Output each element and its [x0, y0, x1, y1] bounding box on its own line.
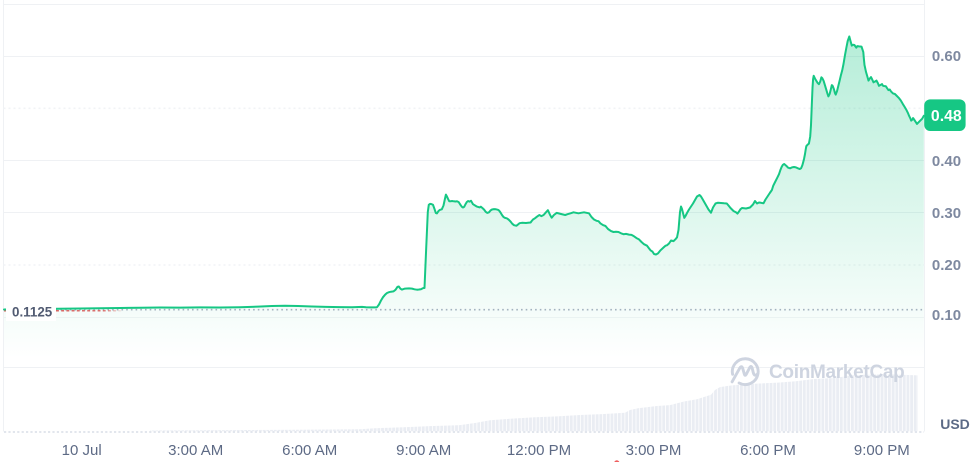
svg-text:0.48: 0.48 [931, 108, 962, 125]
svg-text:0.1125: 0.1125 [12, 305, 53, 320]
